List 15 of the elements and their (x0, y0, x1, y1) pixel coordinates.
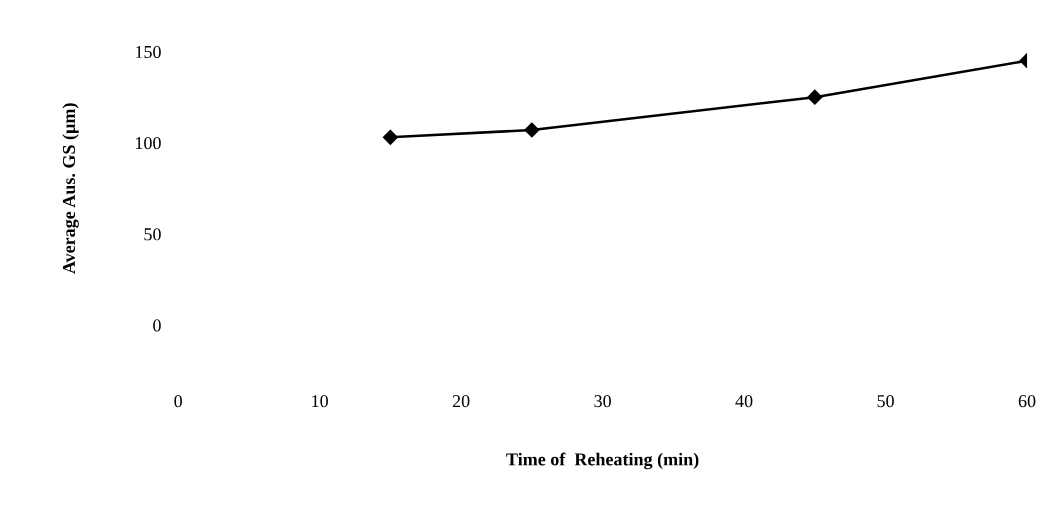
x-axis-title: Time of Reheating (min) (506, 452, 699, 470)
point (524, 122, 540, 138)
x-tick-label: 40 (735, 395, 753, 408)
x-tick-label: 0 (174, 395, 182, 408)
x-tick-label: 60 (1018, 395, 1036, 408)
x-tick-label: 50 (877, 395, 894, 408)
y-tick-label: 100 (136, 137, 161, 150)
x-tick-label: 20 (452, 395, 470, 408)
x-tick-label: 10 (312, 395, 328, 408)
x-tick-label: 30 (594, 395, 611, 408)
y-tick-label: 50 (144, 228, 161, 241)
y-axis-title: Average Aus. GS (µm) (62, 103, 79, 274)
point (382, 129, 398, 145)
y-tick-label: 150 (136, 45, 161, 59)
y-tick-label: 0 (153, 319, 161, 332)
